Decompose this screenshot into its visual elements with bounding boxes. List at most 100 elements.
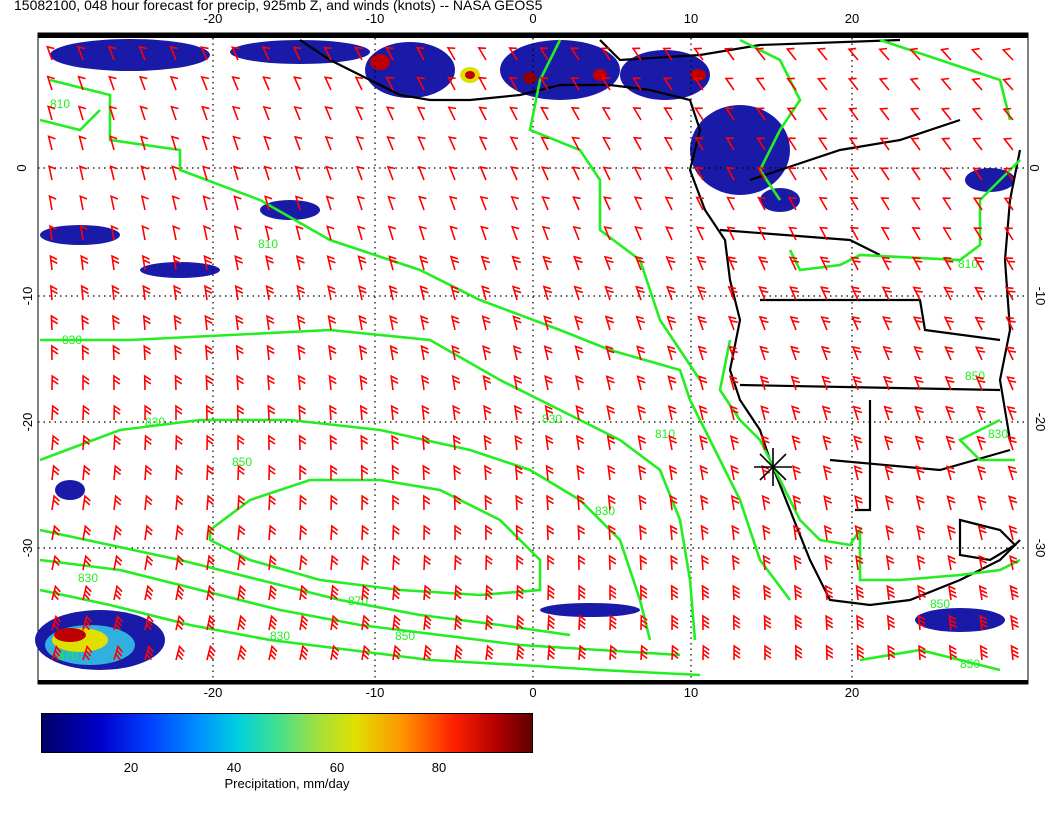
wind-barb [578, 614, 586, 631]
wind-barb [174, 344, 182, 361]
contour-label: 830 [988, 427, 1008, 441]
wind-barb [359, 374, 368, 391]
wind-barb [945, 405, 955, 421]
wind-barb [237, 494, 246, 511]
wind-barb [881, 286, 892, 301]
wind-barb [602, 166, 612, 181]
wind-barb [361, 494, 369, 511]
wind-barb [790, 375, 801, 391]
wind-barb [512, 315, 522, 331]
wind-barb [514, 434, 523, 451]
wind-barb [110, 224, 119, 241]
wind-barb [755, 77, 766, 91]
wind-barb [790, 345, 800, 361]
wind-barb [850, 256, 861, 271]
wind-barb [328, 374, 337, 391]
wind-barb [821, 375, 831, 391]
wind-barb [636, 375, 646, 391]
wind-barb [759, 345, 769, 361]
colorbar-tick: 60 [329, 760, 345, 775]
wind-barb [390, 404, 399, 421]
wind-barb [48, 194, 57, 211]
wind-barb [851, 345, 862, 361]
wind-barb [884, 495, 894, 511]
wind-barb [418, 225, 427, 241]
wind-barb [633, 196, 643, 211]
wind-barb [516, 554, 524, 571]
wind-barb [879, 107, 890, 121]
wind-barb [482, 374, 492, 391]
wind-barb [1009, 584, 1019, 601]
wind-barb [454, 644, 463, 661]
wind-barb [451, 344, 461, 361]
wind-barb [50, 344, 59, 361]
wind-barb [540, 166, 550, 181]
wind-barb [415, 46, 425, 61]
wind-barb [974, 316, 985, 331]
wind-barb [762, 524, 771, 541]
wind-barb [354, 76, 364, 91]
lon-tick-bottom: -20 [203, 685, 223, 700]
wind-barb [485, 554, 493, 571]
wind-barb [606, 434, 616, 451]
wind-barb [788, 226, 797, 241]
contour-label: 810 [50, 97, 70, 111]
wind-barb [482, 344, 491, 361]
wind-barb [732, 584, 741, 601]
wind-barb [387, 195, 396, 211]
wind-barb [508, 47, 518, 61]
wind-barb [206, 644, 216, 661]
wind-barb [419, 315, 429, 331]
wind-barb [547, 554, 555, 571]
wind-barb [1003, 167, 1014, 181]
wind-barb [330, 644, 340, 661]
wind-barb [1010, 644, 1020, 661]
wind-barb [447, 136, 457, 151]
contour-label: 810 [958, 257, 978, 271]
wind-barb [847, 77, 859, 91]
wind-barb [637, 434, 647, 451]
wind-barb [545, 434, 554, 451]
wind-barb [605, 375, 615, 391]
wind-barb [296, 314, 306, 331]
wind-barb [510, 225, 520, 241]
wind-barb [112, 314, 120, 331]
wind-barb [885, 554, 895, 571]
wind-barb [698, 375, 708, 391]
wind-barb [389, 314, 399, 331]
wind-barb [540, 136, 550, 151]
wind-barb [602, 196, 612, 211]
wind-barb [387, 225, 397, 241]
wind-barb [361, 554, 370, 571]
wind-barb [420, 374, 430, 391]
wind-barb [757, 226, 767, 241]
wind-barb [509, 106, 518, 121]
wind-barb [299, 464, 307, 481]
wind-barb [694, 137, 704, 151]
wind-barb [323, 76, 333, 91]
wind-barb [49, 254, 58, 271]
wind-barb [880, 197, 890, 211]
wind-barb [728, 345, 739, 361]
wind-barb [763, 584, 772, 601]
wind-barb [447, 76, 456, 91]
wind-barb [206, 524, 215, 541]
wind-barb [730, 464, 740, 481]
wind-barb [263, 165, 272, 181]
wind-barb [848, 107, 859, 121]
contour-label: 870 [348, 594, 368, 608]
wind-barb [576, 464, 585, 481]
wind-barb [513, 404, 523, 421]
wind-barb [1003, 197, 1014, 211]
wind-barb [912, 286, 923, 301]
contour-label: 850 [930, 597, 950, 611]
wind-barb [142, 314, 151, 331]
wind-barb [1007, 435, 1017, 451]
wind-barb [110, 194, 119, 211]
wind-barb [235, 314, 244, 331]
wind-barb [329, 434, 338, 451]
wind-barb [639, 554, 648, 571]
wind-barb [47, 165, 57, 181]
wind-barb [572, 225, 582, 241]
wind-barb [109, 135, 118, 151]
